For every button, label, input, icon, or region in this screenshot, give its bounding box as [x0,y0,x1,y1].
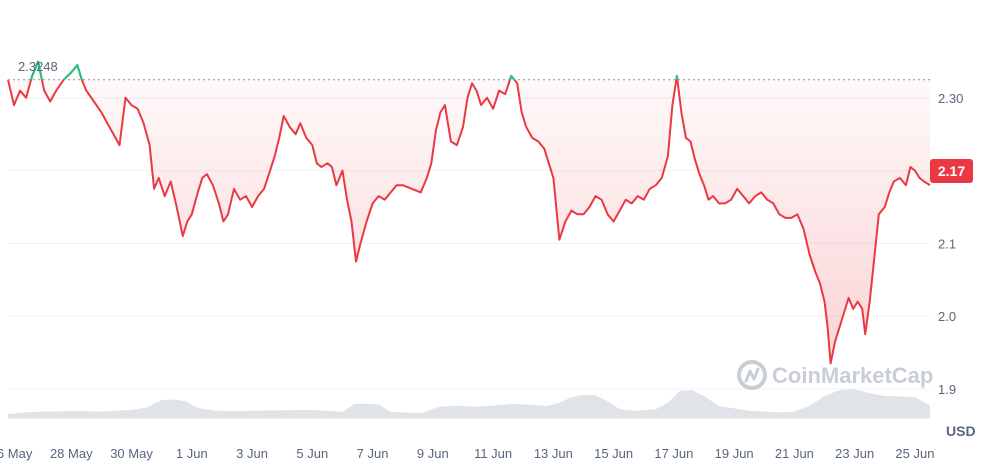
watermark-text: CoinMarketCap [772,363,933,388]
line-layer[interactable] [7,60,931,365]
x-tick-label: 26 May [0,446,33,461]
x-tick-label: 28 May [50,446,93,461]
current-price-label: 2.17 [938,163,965,179]
y-tick-label: 2.30 [938,91,963,106]
reference-layer: 2.3248 [8,59,930,81]
volume-layer [8,389,930,418]
price-area-fill [8,61,930,364]
y-tick-label: 1.9 [938,382,956,397]
watermark: CoinMarketCap [737,360,933,390]
currency-label: USD [946,423,976,439]
x-tick-label: 1 Jun [176,446,208,461]
current-price-badge: 2.17 [930,159,973,183]
current-price-badge-bg [930,159,973,183]
x-tick-label: 21 Jun [775,446,814,461]
volume-area [8,389,930,418]
x-tick-label: 11 Jun [474,446,512,461]
y-tick-label: 2.1 [938,236,956,251]
x-tick-label: 9 Jun [417,446,449,461]
x-tick-label: 17 Jun [654,446,693,461]
area-layer [8,61,930,364]
y-tick-label: 2.0 [938,309,956,324]
y-axis: 2.302.202.12.01.9 [938,91,963,397]
coinmarketcap-logo-icon [737,360,767,390]
x-tick-label: 25 Jun [895,446,934,461]
x-tick-label: 3 Jun [236,446,268,461]
x-tick-label: 5 Jun [296,446,328,461]
x-tick-label: 7 Jun [357,446,389,461]
x-tick-label: 13 Jun [534,446,573,461]
x-tick-label: 23 Jun [835,446,874,461]
x-tick-label: 15 Jun [594,446,633,461]
x-tick-label: 30 May [110,446,153,461]
x-axis: 26 May 28 May 30 May 1 Jun 3 Jun 5 Jun 7 Jun 9 … [0,417,934,461]
price-line [7,60,931,365]
reference-label: 2.3248 [18,59,58,74]
x-tick-label: 19 Jun [715,446,754,461]
